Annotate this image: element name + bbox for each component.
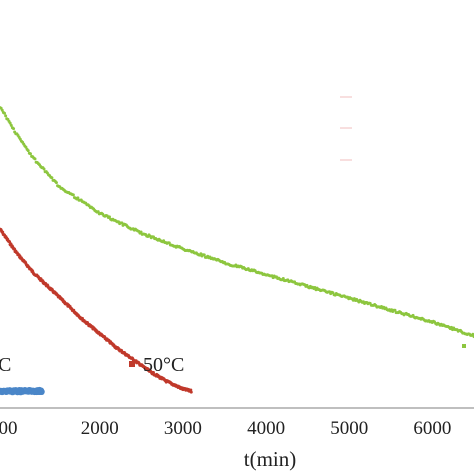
data-point <box>26 149 30 153</box>
data-point <box>28 152 32 156</box>
data-point <box>393 308 397 312</box>
legend-label-c: C <box>0 354 11 376</box>
plot-area <box>0 106 474 396</box>
data-point <box>76 196 80 200</box>
data-point <box>3 111 7 115</box>
legend-label-50c: 50°C <box>143 354 184 376</box>
x-axis-title: t(min) <box>244 447 297 471</box>
data-point <box>33 157 37 161</box>
x-axis: 00 2000 3000 4000 5000 6000 <box>0 407 474 439</box>
x-tick-label: 6000 <box>413 418 451 439</box>
data-point <box>139 230 143 234</box>
data-point <box>54 181 58 185</box>
x-tick-label: 4000 <box>247 418 285 439</box>
data-point <box>4 114 8 118</box>
data-point <box>120 221 124 225</box>
data-point <box>471 332 474 336</box>
x-tick-label: 00 <box>0 418 18 439</box>
data-point <box>8 121 12 125</box>
data-point <box>42 167 46 171</box>
x-tick-label: 2000 <box>81 418 119 439</box>
data-point <box>107 215 111 219</box>
series-0 <box>0 227 193 394</box>
series-1 <box>0 386 45 396</box>
data-point <box>189 390 193 394</box>
legend-marker-50c <box>129 361 135 367</box>
data-point <box>1 230 5 234</box>
data-point <box>96 210 100 214</box>
x-tick-label: 3000 <box>164 418 202 439</box>
legend-marker-green <box>462 344 466 348</box>
x-tick-label: 5000 <box>330 418 368 439</box>
legend: 50°C C <box>0 96 466 376</box>
series-2 <box>0 106 474 339</box>
data-point <box>38 388 45 395</box>
data-point <box>71 193 75 197</box>
data-point <box>202 253 206 257</box>
data-point <box>9 123 13 127</box>
data-point <box>50 176 54 180</box>
data-point <box>12 127 16 131</box>
